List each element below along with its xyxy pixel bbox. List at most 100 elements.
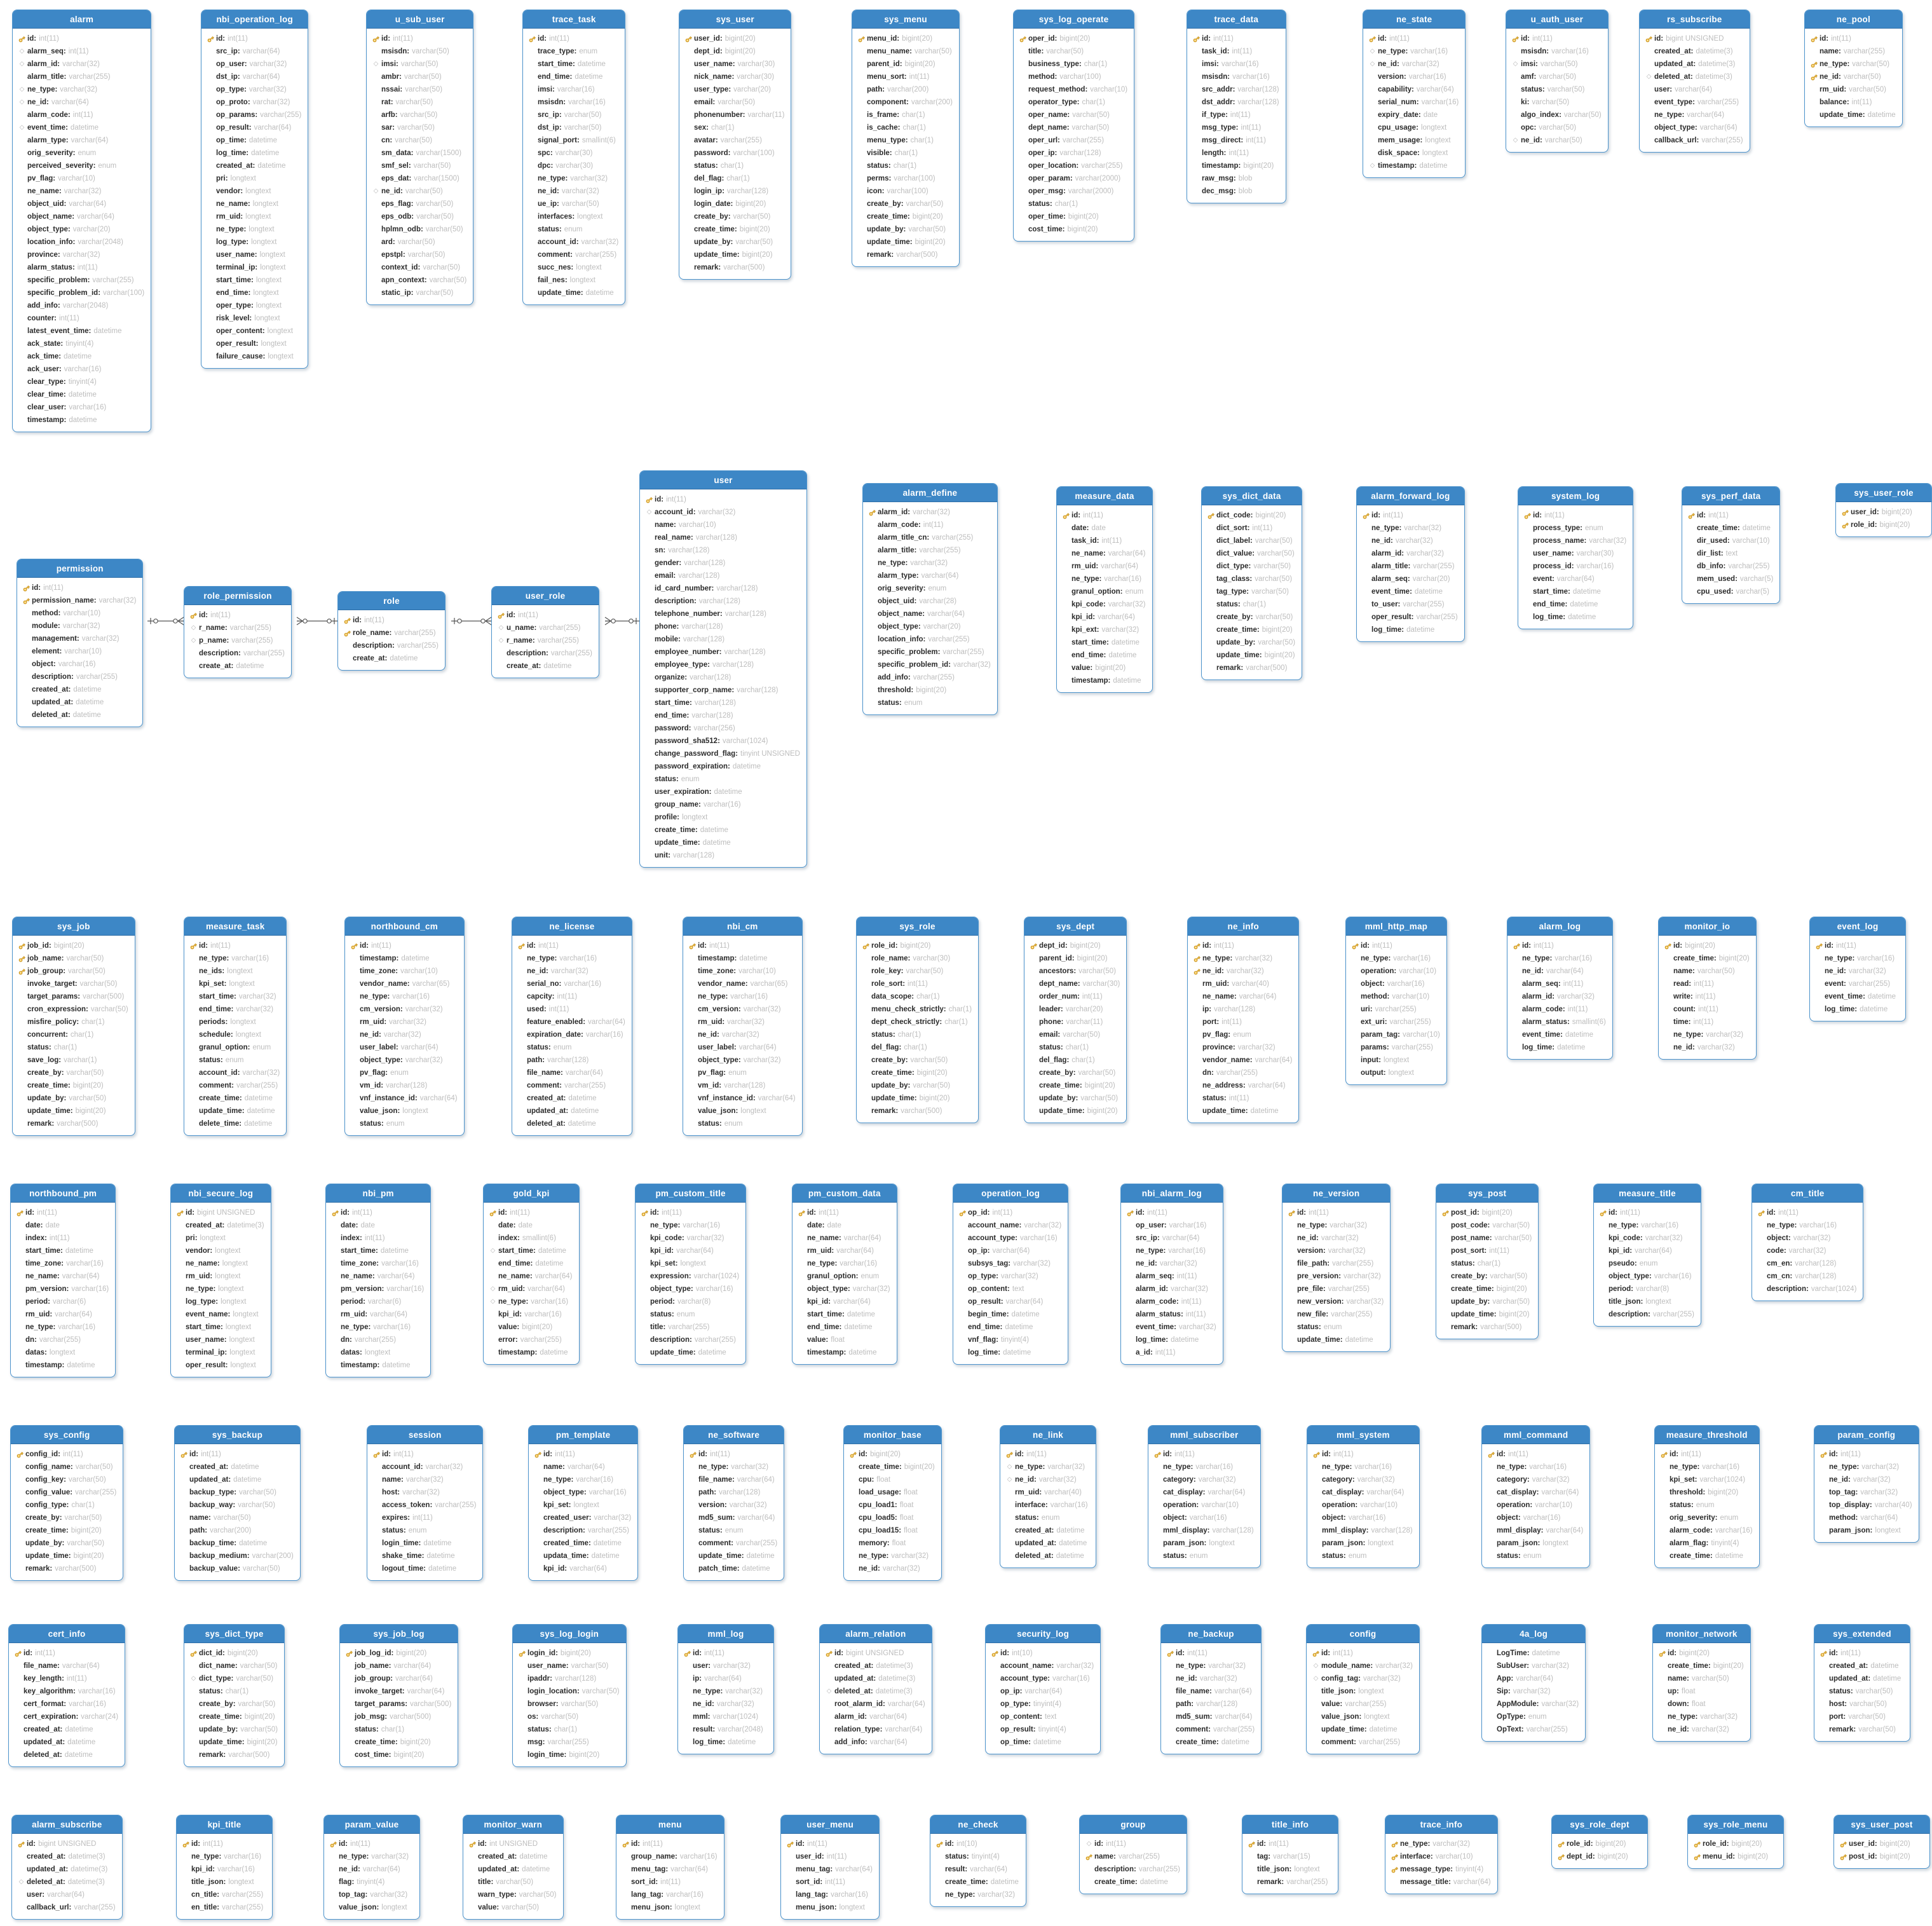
table-title[interactable]: alarm_subscribe <box>12 1815 122 1834</box>
table-title[interactable]: sys_user_post <box>1834 1815 1929 1834</box>
table-title[interactable]: monitor_network <box>1653 1625 1750 1643</box>
table-title[interactable]: sys_log_login <box>513 1625 626 1643</box>
table-event_log[interactable]: event_log id: int(11) ne_type: varchar(16) ne… <box>1809 917 1906 1021</box>
table-nbi_secure_log[interactable]: nbi_secure_log id: bigint UNSIGNED created_… <box>170 1184 271 1377</box>
table-permission[interactable]: permission id: int(11) permission_name: varc… <box>17 559 144 727</box>
table-title_info[interactable]: title_info id: int(11) tag: varchar(15) title… <box>1242 1815 1338 1894</box>
table-pm_template[interactable]: pm_template id: int(11) name: varchar(64) ne_… <box>528 1425 639 1581</box>
table-title[interactable]: sys_perf_data <box>1682 487 1780 505</box>
table-sys_backup[interactable]: sys_backup id: int(11) created_at: datetime u… <box>174 1425 301 1581</box>
table-system_log[interactable]: system_log id: int(11) process_type: enum pro… <box>1518 486 1634 629</box>
table-title[interactable]: sys_user <box>679 10 791 29</box>
table-title[interactable]: session <box>367 1426 483 1444</box>
table-title[interactable]: menu <box>616 1815 724 1834</box>
table-user_role[interactable]: user_role id: int(11) ◇ u_name: varchar(255) ◇… <box>491 586 600 678</box>
table-measure_task[interactable]: measure_task id: int(11) ne_type: varchar(16… <box>184 917 287 1136</box>
table-sys_job_log[interactable]: sys_job_log job_log_id: bigint(20) job_name… <box>339 1624 459 1767</box>
table-nbi_alarm_log[interactable]: nbi_alarm_log id: int(11) op_user: varchar(1… <box>1120 1184 1223 1365</box>
table-title[interactable]: measure_data <box>1057 487 1152 505</box>
table-session[interactable]: session id: int(11) account_id: varchar(32) n… <box>367 1425 484 1581</box>
table-alarm_forward_log[interactable]: alarm_forward_log id: int(11) ne_type: varch… <box>1356 486 1465 642</box>
table-sys_role_menu[interactable]: sys_role_menu role_id: bigint(20) menu_id: b… <box>1687 1815 1784 1869</box>
table-title[interactable]: mml_subscriber <box>1148 1426 1260 1444</box>
table-nbi_pm[interactable]: nbi_pm id: int(11) date: date index: int(11) st… <box>325 1184 432 1377</box>
table-config[interactable]: config id: int(11) ◇ module_name: varchar(32)… <box>1306 1624 1420 1754</box>
table-title[interactable]: ne_pool <box>1805 10 1902 29</box>
table-ne_software[interactable]: ne_software id: int(11) ne_type: varchar(32)… <box>683 1425 785 1581</box>
table-4a_log[interactable]: 4a_log LogTime: datetime SubUser: varchar(32… <box>1481 1624 1586 1742</box>
table-title[interactable]: role_permission <box>184 587 292 605</box>
table-title[interactable]: ne_link <box>1000 1426 1096 1444</box>
table-title[interactable]: pm_template <box>529 1426 638 1444</box>
table-alarm_log[interactable]: alarm_log id: int(11) ne_type: varchar(16) ne… <box>1507 917 1613 1060</box>
table-title[interactable]: cm_title <box>1752 1184 1863 1203</box>
table-title[interactable]: ne_state <box>1363 10 1466 29</box>
table-monitor_warn[interactable]: monitor_warn id: int UNSIGNED created_at: da… <box>463 1815 564 1920</box>
table-title[interactable]: kpi_title <box>177 1815 272 1834</box>
table-northbound_pm[interactable]: northbound_pm id: int(11) date: date index: in… <box>10 1184 116 1377</box>
table-title[interactable]: nbi_cm <box>683 917 802 936</box>
table-title[interactable]: sys_dict_type <box>184 1625 285 1643</box>
table-operation_log[interactable]: operation_log op_id: int(11) account_name: v… <box>953 1184 1069 1365</box>
table-title[interactable]: mml_http_map <box>1346 917 1446 936</box>
table-title[interactable]: user_menu <box>781 1815 879 1834</box>
table-title[interactable]: rs_subscribe <box>1640 10 1750 29</box>
table-role[interactable]: role id: int(11) role_name: varchar(255) desc… <box>337 591 446 671</box>
table-sys_job[interactable]: sys_job job_id: bigint(20) job_name: varchar… <box>12 917 135 1136</box>
table-user_menu[interactable]: user_menu id: int(11) user_id: int(11) menu_t… <box>780 1815 880 1920</box>
table-ne_state[interactable]: ne_state id: int(11) ◇ ne_type: varchar(16) ◇ n… <box>1363 10 1466 178</box>
table-title[interactable]: user <box>640 471 806 489</box>
table-title[interactable]: sys_job <box>13 917 135 936</box>
table-measure_title[interactable]: measure_title id: int(11) ne_type: varchar(1… <box>1593 1184 1702 1327</box>
table-sys_menu[interactable]: sys_menu menu_id: bigint(20) menu_name: varc… <box>852 10 960 267</box>
table-cert_info[interactable]: cert_info id: int(11) file_name: varchar(64)… <box>8 1624 126 1767</box>
table-title[interactable]: sys_menu <box>852 10 960 29</box>
table-role_permission[interactable]: role_permission id: int(11) ◇ r_name: varchar… <box>184 586 292 678</box>
table-title[interactable]: ne_info <box>1188 917 1299 936</box>
table-pm_custom_title[interactable]: pm_custom_title id: int(11) ne_type: varchar… <box>635 1184 747 1365</box>
table-u_auth_user[interactable]: u_auth_user id: int(11) msisdn: varchar(16) ◇… <box>1506 10 1609 153</box>
table-mml_command[interactable]: mml_command id: int(11) ne_type: varchar(16)… <box>1481 1425 1591 1568</box>
table-title[interactable]: system_log <box>1518 487 1633 505</box>
table-sys_log_operate[interactable]: sys_log_operate oper_id: bigint(20) title: v… <box>1013 10 1135 242</box>
table-title[interactable]: nbi_pm <box>326 1184 431 1203</box>
table-mml_subscriber[interactable]: mml_subscriber id: int(11) ne_type: varchar(… <box>1148 1425 1261 1568</box>
table-title[interactable]: monitor_warn <box>463 1815 563 1834</box>
table-param_config[interactable]: param_config id: int(11) ne_type: varchar(32… <box>1814 1425 1919 1543</box>
table-u_sub_user[interactable]: u_sub_user id: int(11) msisdn: varchar(50) ◇ i… <box>366 10 474 305</box>
table-sys_user_role[interactable]: sys_user_role user_id: bigint(20) role_id: b… <box>1835 483 1932 537</box>
table-ne_pool[interactable]: ne_pool id: int(11) name: varchar(255) ne_typ… <box>1804 10 1903 127</box>
table-title[interactable]: sys_dict_data <box>1202 487 1302 505</box>
table-sys_dict_data[interactable]: sys_dict_data dict_code: bigint(20) dict_so… <box>1201 486 1303 680</box>
table-ne_license[interactable]: ne_license id: int(11) ne_type: varchar(16) n… <box>512 917 632 1136</box>
table-menu[interactable]: menu id: int(11) group_name: varchar(16) menu… <box>616 1815 724 1920</box>
table-title[interactable]: mml_system <box>1307 1426 1419 1444</box>
table-title[interactable]: mml_log <box>678 1625 773 1643</box>
table-title[interactable]: u_sub_user <box>367 10 473 29</box>
table-title[interactable]: operation_log <box>953 1184 1068 1203</box>
table-ne_backup[interactable]: ne_backup id: int(11) ne_type: varchar(32) ne… <box>1160 1624 1262 1754</box>
table-title[interactable]: ne_backup <box>1161 1625 1262 1643</box>
table-title[interactable]: group <box>1080 1815 1187 1834</box>
table-user[interactable]: user id: int(11) ◇ account_id: varchar(32) nam… <box>639 470 807 868</box>
table-security_log[interactable]: security_log id: int(10) account_name: varch… <box>985 1624 1101 1754</box>
table-alarm_subscribe[interactable]: alarm_subscribe id: bigint UNSIGNED created… <box>11 1815 123 1920</box>
table-title[interactable]: sys_role_dept <box>1552 1815 1647 1834</box>
table-title[interactable]: role <box>338 592 446 610</box>
table-alarm_relation[interactable]: alarm_relation id: bigint UNSIGNED created_… <box>819 1624 932 1754</box>
table-title[interactable]: security_log <box>986 1625 1101 1643</box>
table-title[interactable]: nbi_operation_log <box>201 10 308 29</box>
table-title[interactable]: ne_version <box>1282 1184 1391 1203</box>
table-gold_kpi[interactable]: gold_kpi id: int(11) date: date index: smallin… <box>483 1184 580 1365</box>
table-title[interactable]: alarm_log <box>1507 917 1612 936</box>
table-monitor_network[interactable]: monitor_network id: bigint(20) create_time:… <box>1652 1624 1751 1742</box>
table-title[interactable]: sys_job_log <box>340 1625 458 1643</box>
table-pm_custom_data[interactable]: pm_custom_data id: int(11) date: date ne_name… <box>792 1184 897 1365</box>
table-sys_user_post[interactable]: sys_user_post user_id: bigint(20) post_id: b… <box>1833 1815 1930 1869</box>
table-title[interactable]: mml_command <box>1482 1426 1590 1444</box>
table-title[interactable]: user_role <box>492 587 599 605</box>
table-title[interactable]: param_config <box>1814 1426 1919 1444</box>
table-sys_role[interactable]: sys_role role_id: bigint(20) role_name: varc… <box>856 917 979 1123</box>
table-trace_task[interactable]: trace_task id: int(11) trace_type: enum start… <box>522 10 626 305</box>
table-title[interactable]: param_value <box>324 1815 419 1834</box>
